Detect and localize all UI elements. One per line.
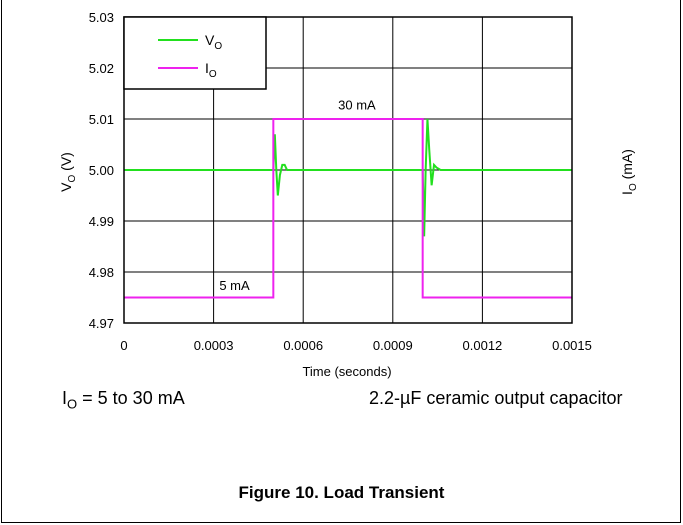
- series-layer: [124, 118, 572, 299]
- plot-border: [123, 16, 573, 324]
- x-tick-labels: 0 0.0003 0.0006 0.0009 0.0012 0.0015: [120, 338, 592, 353]
- series-vo-line: [124, 118, 572, 237]
- x-tick-label: 0.0012: [463, 338, 503, 353]
- y-tick-label: 5.02: [89, 61, 114, 76]
- y-tick-label: 5.03: [89, 10, 114, 25]
- x-tick-label: 0: [120, 338, 127, 353]
- legend-label-io: IO: [205, 60, 217, 80]
- load-transient-chart: 0 0.0003 0.0006 0.0009 0.0012 0.0015 4.97 4.98…: [58, 10, 639, 379]
- x-tick-label: 0.0006: [283, 338, 323, 353]
- annotations: 30 mA 5 mA: [219, 98, 376, 293]
- series-io-line: [124, 118, 572, 299]
- y-tick-label: 5.01: [89, 112, 114, 127]
- y-tick-label: 4.98: [89, 265, 114, 280]
- x-tick-label: 0.0015: [552, 338, 592, 353]
- y-tick-label: 4.99: [89, 214, 114, 229]
- capacitor-note: 2.2-µF ceramic output capacitor: [369, 388, 623, 408]
- y-tick-labels: 4.97 4.98 4.99 5.00 5.01 5.02 5.03: [89, 10, 114, 331]
- figure-caption: Figure 10. Load Transient: [238, 483, 445, 502]
- x-tick-label: 0.0009: [373, 338, 413, 353]
- annotation-label: 5 mA: [219, 278, 250, 293]
- x-axis-label: Time (seconds): [302, 364, 391, 379]
- legend: VO IO: [123, 16, 267, 90]
- y-tick-label: 5.00: [89, 163, 114, 178]
- y-axis-label-right: IO (mA): [619, 149, 639, 195]
- legend-label-vo: VO: [205, 32, 222, 52]
- annotation-label: 30 mA: [338, 98, 376, 113]
- x-tick-label: 0.0003: [194, 338, 234, 353]
- y-tick-label: 4.97: [89, 316, 114, 331]
- y-axis-label-left: VO (V): [58, 152, 78, 192]
- legend-box: [123, 16, 267, 90]
- current-range-note: IO = 5 to 30 mA: [62, 388, 185, 412]
